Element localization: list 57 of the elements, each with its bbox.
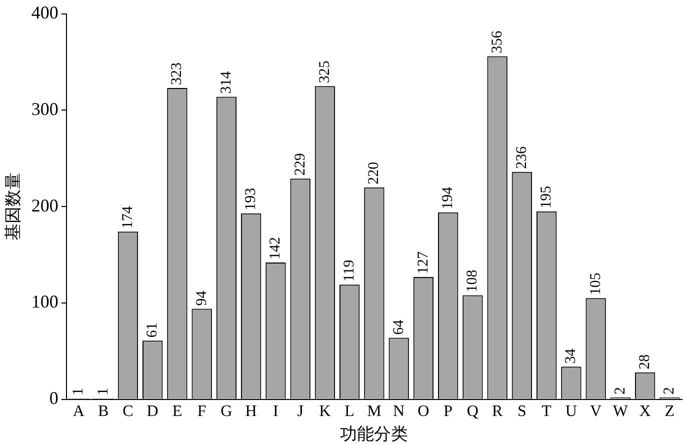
data-label: 195 [538,186,555,208]
y-tick-label: 0 [49,388,58,408]
x-tick-label: D [146,403,158,420]
x-tick-label: H [245,403,258,420]
y-tick-label: 300 [31,98,58,119]
x-tick-label: U [565,403,578,420]
x-tick-label: Q [466,403,479,420]
data-label: 108 [464,270,481,292]
x-tick-label: J [297,403,304,420]
x-tick-label: R [492,403,503,420]
data-label: 236 [514,146,530,169]
data-label: 1 [95,388,112,396]
data-label: 314 [218,70,234,94]
data-label: 94 [194,290,210,306]
y-tick-label: 100 [31,292,58,312]
data-label: 61 [144,322,161,338]
x-tick-label: M [367,403,382,420]
x-tick-label: I [273,403,278,420]
data-label: 194 [440,186,456,210]
x-tick-label: C [122,403,134,420]
y-tick-label: 400 [31,2,58,23]
x-tick-label: W [612,403,629,420]
data-label: 220 [366,162,382,184]
data-label: 1 [70,388,87,396]
data-label: 229 [292,153,308,176]
data-label: 356 [489,30,506,54]
data-label: 28 [637,354,653,370]
x-tick-label: P [444,403,453,420]
x-tick-label: E [172,403,182,420]
data-label: 119 [342,260,358,282]
x-tick-label: N [393,403,406,420]
data-label: 105 [588,272,604,296]
data-label: 174 [120,206,136,229]
data-label: 2 [662,386,678,394]
x-axis-title: 功能分类 [340,424,408,444]
data-label: 2 [612,386,628,394]
data-label: 127 [415,250,432,274]
x-tick-label: X [639,403,652,420]
y-axis-title: 基因数量 [4,172,23,241]
x-tick-label: G [220,403,233,420]
x-tick-label: Z [664,403,675,420]
x-tick-label: T [542,403,552,420]
x-tick-label: O [418,403,430,420]
x-tick-label: L [344,403,354,420]
data-label: 323 [169,62,186,86]
y-tick-label: 200 [31,195,58,216]
data-label: 325 [316,60,333,84]
x-tick-label: V [590,403,602,420]
data-label: 193 [243,188,260,210]
x-tick-label: K [319,403,332,420]
x-tick-label: B [98,403,109,420]
data-label: 64 [390,319,407,335]
x-tick-label: F [197,403,206,420]
x-tick-label: A [72,403,85,420]
data-label: 34 [563,348,580,364]
x-tick-label: S [517,403,526,420]
data-label: 142 [268,237,284,260]
